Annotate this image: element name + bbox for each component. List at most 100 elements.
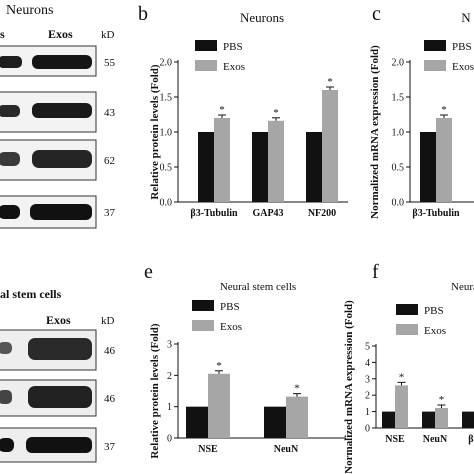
- bar-pbs: [306, 132, 322, 202]
- chart-title: Neural: [451, 281, 474, 293]
- blot-top-kd-2: 43: [104, 107, 116, 119]
- blot-top-kd-3: 62: [104, 155, 115, 167]
- y-tick-label: 1: [365, 407, 370, 418]
- blot-bottom-band-1b: [28, 338, 92, 360]
- y-axis-label: Relative protein levels (Fold): [149, 323, 161, 458]
- blot-top-band-3b: [32, 150, 92, 168]
- bar-exos: [268, 120, 284, 202]
- y-tick-label: 1: [167, 402, 172, 413]
- blot-top-band-1a: [0, 56, 22, 68]
- blot-top-kd-1: 55: [104, 57, 116, 69]
- bar-pbs: [264, 406, 286, 438]
- legend-swatch-pbs: [424, 40, 446, 51]
- x-tick-label: β3-Tubulin: [412, 208, 460, 219]
- y-tick-label: 1.0: [160, 128, 173, 139]
- blot-bottom-kd-3: 37: [104, 441, 116, 453]
- legend-label-pbs: PBS: [220, 301, 240, 313]
- x-tick-label: NeuN: [423, 434, 448, 445]
- legend-label-exos: Exos: [220, 321, 242, 333]
- chart-panel-c: N 0.0 0.5 1.0 1.5 2.0 Normalized mRNA expressi…: [369, 10, 474, 219]
- panel-letter-c: c: [372, 3, 381, 25]
- legend-label-exos: Exos: [223, 61, 245, 73]
- chart-panel-f: Neural 0 1 2 3 4 5 Normalized mRNA expression (…: [343, 281, 474, 474]
- significance-marker: *: [327, 76, 333, 88]
- chart-title: N: [461, 10, 471, 25]
- blot-bottom-band-2b: [28, 386, 92, 408]
- y-tick-label: 0.5: [392, 163, 405, 174]
- blot-top-band-3a: [0, 152, 20, 166]
- panel-letter-e: e: [144, 261, 153, 283]
- legend-swatch-pbs: [396, 304, 418, 315]
- x-tick-label: GAP43: [252, 208, 283, 219]
- x-tick-label: NF200: [308, 208, 336, 219]
- blot-top-band-4b: [30, 204, 92, 220]
- legend-swatch-exos: [195, 60, 217, 71]
- bar-pbs: [198, 132, 214, 202]
- blot-bottom-lane-right: Exos: [46, 313, 71, 327]
- legend-swatch-exos: [192, 320, 214, 331]
- y-tick-label: 1.0: [392, 128, 405, 139]
- y-tick-label: 1.5: [160, 93, 173, 104]
- x-tick-label: β3-Tubulin: [190, 208, 238, 219]
- legend-swatch-pbs: [192, 300, 214, 311]
- bar-exos: [395, 385, 408, 428]
- y-tick-label: 2: [167, 371, 172, 382]
- panel-letter-b: b: [138, 3, 148, 25]
- y-tick-label: 0: [167, 434, 172, 445]
- blot-top-band-4a: [0, 205, 20, 219]
- blot-top-lane-right: Exos: [48, 27, 73, 41]
- bar-pbs: [382, 411, 395, 428]
- y-tick-label: 2.0: [392, 58, 405, 69]
- chart-title: Neurons: [240, 10, 284, 25]
- blot-top-band-2a: [0, 105, 20, 117]
- y-tick-label: 5: [365, 342, 370, 353]
- blot-bottom-band-1a: [0, 342, 12, 354]
- bar-exos: [435, 407, 448, 428]
- bar-pbs: [252, 132, 268, 202]
- legend-swatch-exos: [424, 60, 446, 71]
- blot-top-band-1b: [32, 55, 92, 69]
- significance-marker: *: [216, 360, 222, 372]
- y-tick-label: 0.5: [160, 163, 173, 174]
- legend-label-pbs: PBS: [424, 305, 444, 317]
- blot-top-kd-4: 37: [104, 207, 116, 219]
- y-axis-label: Relative protein levels (Fold): [149, 64, 161, 199]
- blot-bottom-kd-2: 46: [104, 393, 116, 405]
- blot-top: Neurons s Exos kD 55 43 62 37: [0, 3, 116, 229]
- y-tick-label: 0.0: [160, 198, 173, 209]
- bar-pbs: [462, 411, 474, 428]
- blot-top-title: Neurons: [6, 3, 53, 18]
- blot-bottom-kd-1: 46: [104, 345, 116, 357]
- bar-exos: [322, 90, 338, 202]
- bar-pbs: [186, 406, 208, 438]
- bar-exos: [436, 118, 452, 202]
- significance-marker: *: [219, 104, 225, 116]
- x-tick-label: NeuN: [274, 444, 299, 455]
- blot-bottom: al stem cells Exos kD 46 46 37: [0, 287, 116, 463]
- legend-label-pbs: PBS: [223, 41, 243, 53]
- significance-marker: *: [399, 371, 405, 383]
- significance-marker: *: [273, 107, 279, 119]
- y-axis-label: Normalized mRNA expression (Fold): [343, 300, 355, 474]
- bar-exos: [208, 373, 230, 438]
- blot-bottom-band-3b: [26, 437, 92, 453]
- blot-bottom-title: al stem cells: [0, 287, 62, 301]
- chart-title: Neural stem cells: [220, 281, 296, 293]
- significance-marker: *: [294, 383, 300, 395]
- significance-marker: *: [439, 394, 445, 406]
- significance-marker: *: [441, 104, 447, 116]
- y-tick-label: 3: [365, 374, 370, 385]
- blot-top-lane-left: s: [0, 27, 5, 41]
- legend-label-pbs: PBS: [452, 41, 472, 53]
- bar-pbs: [422, 411, 435, 428]
- y-tick-label: 2: [365, 391, 370, 402]
- x-tick-label: NSE: [385, 434, 405, 445]
- x-tick-label: β3-: [468, 434, 474, 445]
- y-tick-label: 4: [365, 358, 370, 369]
- legend-label-exos: Exos: [452, 61, 474, 73]
- y-tick-label: 0.0: [392, 198, 405, 209]
- legend-swatch-pbs: [195, 40, 217, 51]
- panel-letter-f: f: [372, 261, 379, 283]
